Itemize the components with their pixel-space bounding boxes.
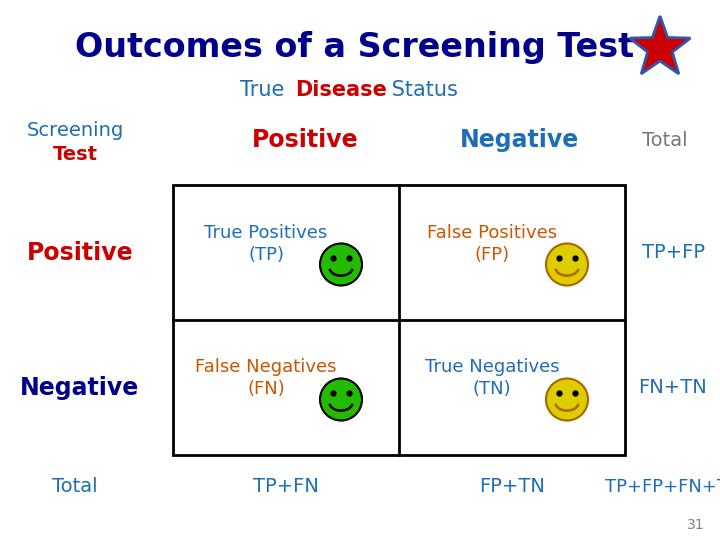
Text: True: True — [240, 80, 291, 100]
Circle shape — [320, 244, 362, 286]
Text: 31: 31 — [688, 518, 705, 532]
Text: Positive: Positive — [27, 240, 133, 265]
Circle shape — [546, 244, 588, 286]
Circle shape — [546, 379, 588, 421]
Text: Test: Test — [53, 145, 97, 164]
Text: (FP): (FP) — [474, 246, 510, 264]
Text: Outcomes of a Screening Test: Outcomes of a Screening Test — [76, 31, 634, 64]
Text: Negative: Negative — [20, 375, 140, 400]
Text: Total: Total — [642, 131, 688, 150]
Text: Positive: Positive — [252, 128, 359, 152]
Circle shape — [320, 379, 362, 421]
Text: True Negatives: True Negatives — [425, 359, 559, 376]
Text: TP+FP+FN+TN: TP+FP+FN+TN — [605, 478, 720, 496]
Text: TP+FP: TP+FP — [642, 243, 704, 262]
Text: (FN): (FN) — [247, 381, 285, 399]
Text: Disease: Disease — [295, 80, 387, 100]
Text: (TN): (TN) — [473, 381, 511, 399]
Text: Screening: Screening — [27, 120, 124, 139]
Text: Negative: Negative — [460, 128, 580, 152]
Text: False Positives: False Positives — [427, 224, 557, 241]
Bar — [173, 185, 625, 455]
Text: TP+FN: TP+FN — [253, 477, 319, 496]
Text: FN+TN: FN+TN — [639, 378, 707, 397]
Text: (TP): (TP) — [248, 246, 284, 264]
Text: False Negatives: False Negatives — [195, 359, 337, 376]
Polygon shape — [629, 16, 690, 74]
Text: FP+TN: FP+TN — [479, 477, 545, 496]
Text: True Positives: True Positives — [204, 224, 328, 241]
Text: Total: Total — [52, 477, 98, 496]
Text: Status: Status — [385, 80, 458, 100]
